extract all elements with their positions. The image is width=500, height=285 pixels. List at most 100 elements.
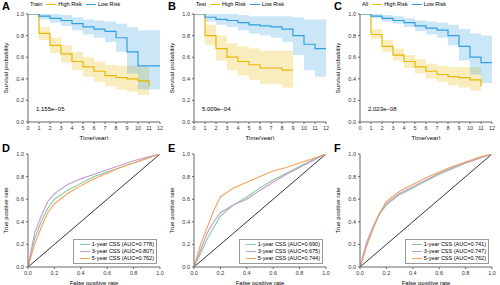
svg-text:0.8: 0.8 — [296, 270, 304, 276]
svg-text:0.4: 0.4 — [348, 76, 356, 82]
svg-text:6: 6 — [258, 125, 261, 131]
svg-text:4: 4 — [236, 125, 239, 131]
svg-text:0.2: 0.2 — [217, 270, 225, 276]
svg-text:0.6: 0.6 — [103, 270, 111, 276]
svg-text:11: 11 — [312, 125, 318, 131]
svg-text:0.8: 0.8 — [16, 174, 24, 180]
svg-text:0: 0 — [26, 125, 29, 131]
svg-text:2: 2 — [48, 125, 51, 131]
svg-text:1.0: 1.0 — [488, 270, 492, 276]
svg-text:5: 5 — [81, 125, 84, 131]
svg-text:0.4: 0.4 — [16, 76, 24, 82]
svg-text:0.0: 0.0 — [348, 119, 356, 125]
svg-text:7: 7 — [103, 125, 106, 131]
svg-text:8: 8 — [114, 125, 117, 131]
svg-text:0.4: 0.4 — [348, 219, 356, 225]
svg-text:0.4: 0.4 — [409, 270, 417, 276]
svg-text:4: 4 — [70, 125, 73, 131]
svg-text:0.4: 0.4 — [182, 76, 190, 82]
svg-text:12: 12 — [489, 125, 492, 131]
svg-text:0: 0 — [358, 125, 361, 131]
svg-text:1: 1 — [203, 125, 206, 131]
svg-text:0.6: 0.6 — [16, 196, 24, 202]
svg-text:0.0: 0.0 — [16, 264, 24, 270]
svg-text:3: 3 — [391, 125, 394, 131]
svg-text:12: 12 — [323, 125, 329, 131]
svg-text:5: 5 — [247, 125, 250, 131]
svg-text:12: 12 — [157, 125, 163, 131]
svg-text:0.0: 0.0 — [182, 119, 190, 125]
svg-text:1.0: 1.0 — [182, 11, 190, 17]
svg-text:11: 11 — [478, 125, 484, 131]
svg-text:0.6: 0.6 — [269, 270, 277, 276]
svg-text:0.6: 0.6 — [435, 270, 443, 276]
svg-text:0.8: 0.8 — [348, 174, 356, 180]
svg-text:1.0: 1.0 — [322, 270, 330, 276]
svg-text:0.6: 0.6 — [182, 196, 190, 202]
svg-text:8: 8 — [446, 125, 449, 131]
svg-text:0.0: 0.0 — [348, 264, 356, 270]
svg-text:Survival probability: Survival probability — [335, 43, 341, 93]
svg-text:7: 7 — [269, 125, 272, 131]
svg-text:10: 10 — [301, 125, 307, 131]
svg-text:1.0: 1.0 — [182, 151, 190, 157]
svg-text:7: 7 — [435, 125, 438, 131]
svg-text:True positive rate: True positive rate — [169, 187, 175, 234]
svg-text:False positive rate: False positive rate — [402, 280, 451, 285]
svg-text:Survival probability: Survival probability — [169, 43, 175, 93]
svg-text:Time(year): Time(year) — [412, 135, 441, 140]
svg-text:0.4: 0.4 — [182, 219, 190, 225]
svg-text:0.2: 0.2 — [51, 270, 59, 276]
svg-text:0.2: 0.2 — [348, 241, 356, 247]
svg-text:9: 9 — [457, 125, 460, 131]
svg-text:0.4: 0.4 — [16, 219, 24, 225]
svg-text:1.0: 1.0 — [348, 151, 356, 157]
svg-text:0.8: 0.8 — [348, 33, 356, 39]
svg-text:11: 11 — [146, 125, 152, 131]
svg-text:0.2: 0.2 — [182, 241, 190, 247]
svg-text:0.2: 0.2 — [182, 97, 190, 103]
svg-text:0.2: 0.2 — [383, 270, 391, 276]
svg-text:8: 8 — [280, 125, 283, 131]
svg-text:6: 6 — [424, 125, 427, 131]
svg-text:False positive rate: False positive rate — [236, 280, 285, 285]
svg-text:0.8: 0.8 — [130, 270, 138, 276]
svg-text:Time(year): Time(year) — [246, 135, 275, 140]
svg-text:True positive rate: True positive rate — [335, 187, 341, 234]
svg-text:1.0: 1.0 — [16, 151, 24, 157]
svg-text:0: 0 — [192, 125, 195, 131]
svg-text:10: 10 — [467, 125, 473, 131]
svg-text:1: 1 — [37, 125, 40, 131]
svg-text:0.8: 0.8 — [462, 270, 470, 276]
svg-text:3: 3 — [225, 125, 228, 131]
svg-text:2: 2 — [214, 125, 217, 131]
svg-text:0.6: 0.6 — [182, 54, 190, 60]
svg-text:Survival probability: Survival probability — [8, 43, 9, 93]
svg-text:0.0: 0.0 — [356, 270, 364, 276]
svg-text:0.2: 0.2 — [348, 97, 356, 103]
svg-text:0.0: 0.0 — [182, 264, 190, 270]
svg-text:4: 4 — [402, 125, 405, 131]
svg-text:0.0: 0.0 — [24, 270, 32, 276]
svg-text:1.0: 1.0 — [348, 11, 356, 17]
svg-text:9: 9 — [291, 125, 294, 131]
svg-text:0.4: 0.4 — [77, 270, 85, 276]
svg-text:5: 5 — [413, 125, 416, 131]
svg-text:3: 3 — [59, 125, 62, 131]
svg-text:1.0: 1.0 — [156, 270, 164, 276]
svg-text:9: 9 — [125, 125, 128, 131]
svg-text:0.8: 0.8 — [182, 33, 190, 39]
svg-text:0.6: 0.6 — [348, 196, 356, 202]
svg-text:2: 2 — [380, 125, 383, 131]
svg-text:0.8: 0.8 — [16, 33, 24, 39]
svg-text:Time(year): Time(year) — [80, 135, 109, 140]
svg-text:False positive rate: False positive rate — [70, 280, 119, 285]
svg-text:1: 1 — [369, 125, 372, 131]
svg-text:0.2: 0.2 — [16, 97, 24, 103]
svg-text:10: 10 — [135, 125, 141, 131]
svg-text:1.0: 1.0 — [16, 11, 24, 17]
svg-text:True positive rate: True positive rate — [8, 187, 9, 234]
svg-text:0.8: 0.8 — [182, 174, 190, 180]
svg-text:0.4: 0.4 — [243, 270, 251, 276]
svg-text:0.6: 0.6 — [348, 54, 356, 60]
